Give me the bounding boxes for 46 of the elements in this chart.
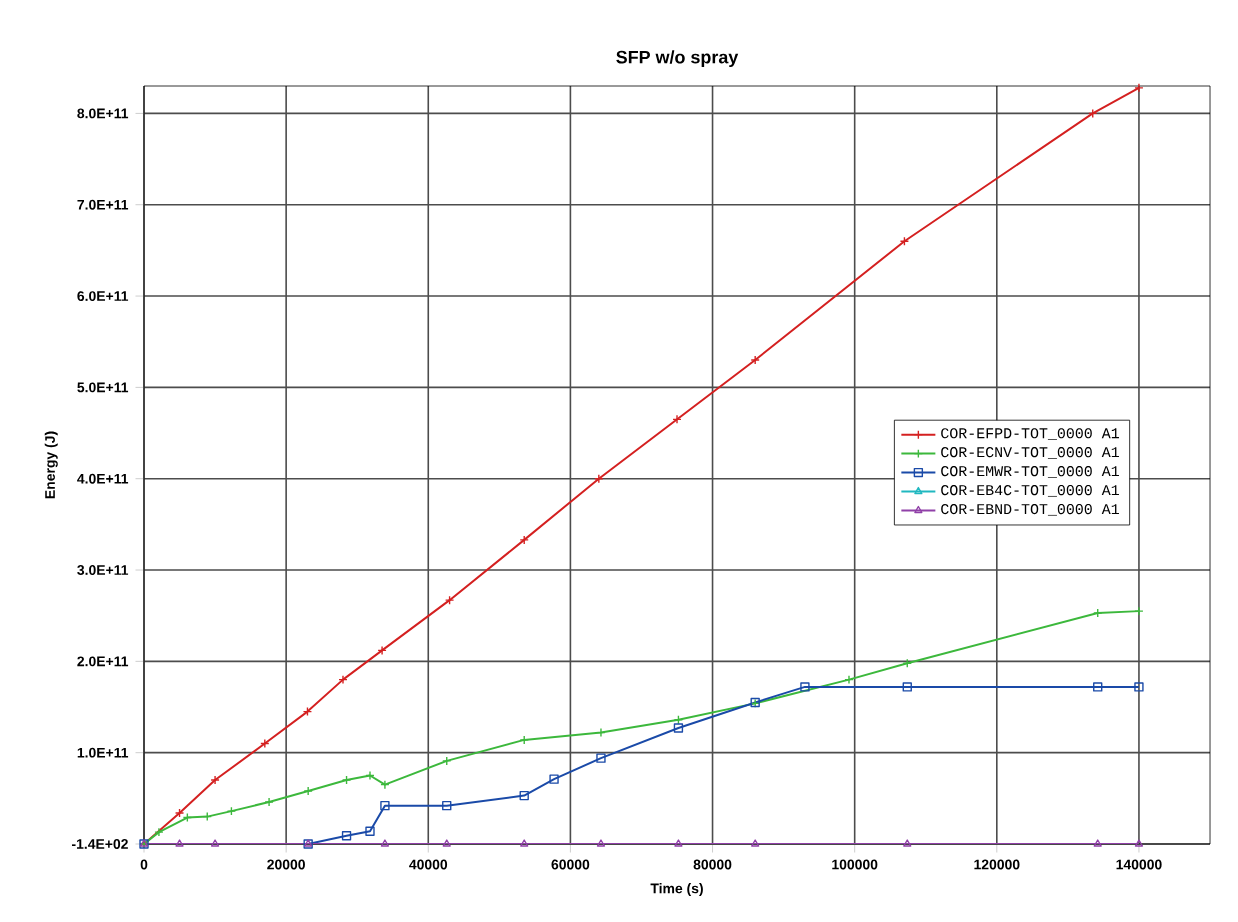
point [377,645,387,656]
point [444,595,455,605]
point [1093,839,1102,847]
point [751,839,760,847]
chart-title: SFP w/o spray [616,50,739,68]
point [902,682,912,692]
point [365,770,375,781]
point [442,800,452,811]
point [596,727,606,738]
point [341,775,352,785]
point [341,831,352,841]
point [338,674,348,685]
point [1134,682,1144,692]
point [380,839,390,847]
point [549,774,559,784]
point [596,839,606,847]
point [174,808,185,818]
point [442,756,452,766]
point [800,682,810,692]
point [175,839,184,847]
point [596,753,606,763]
point [154,827,164,837]
point [750,355,760,365]
point [380,800,390,811]
point [1093,682,1103,692]
point [264,797,274,807]
point [260,738,270,749]
point [903,839,912,847]
point [520,839,529,847]
point [442,839,451,847]
point [303,786,313,796]
point [519,535,529,545]
point [365,826,375,836]
point [210,775,220,785]
point [519,735,529,745]
point [673,723,684,733]
point [902,658,912,668]
point [1093,608,1103,618]
point [672,414,682,425]
point [210,839,220,847]
point [226,806,237,816]
point [380,779,390,790]
point [674,839,683,847]
point [519,790,529,801]
point [844,674,854,685]
point [594,474,604,484]
